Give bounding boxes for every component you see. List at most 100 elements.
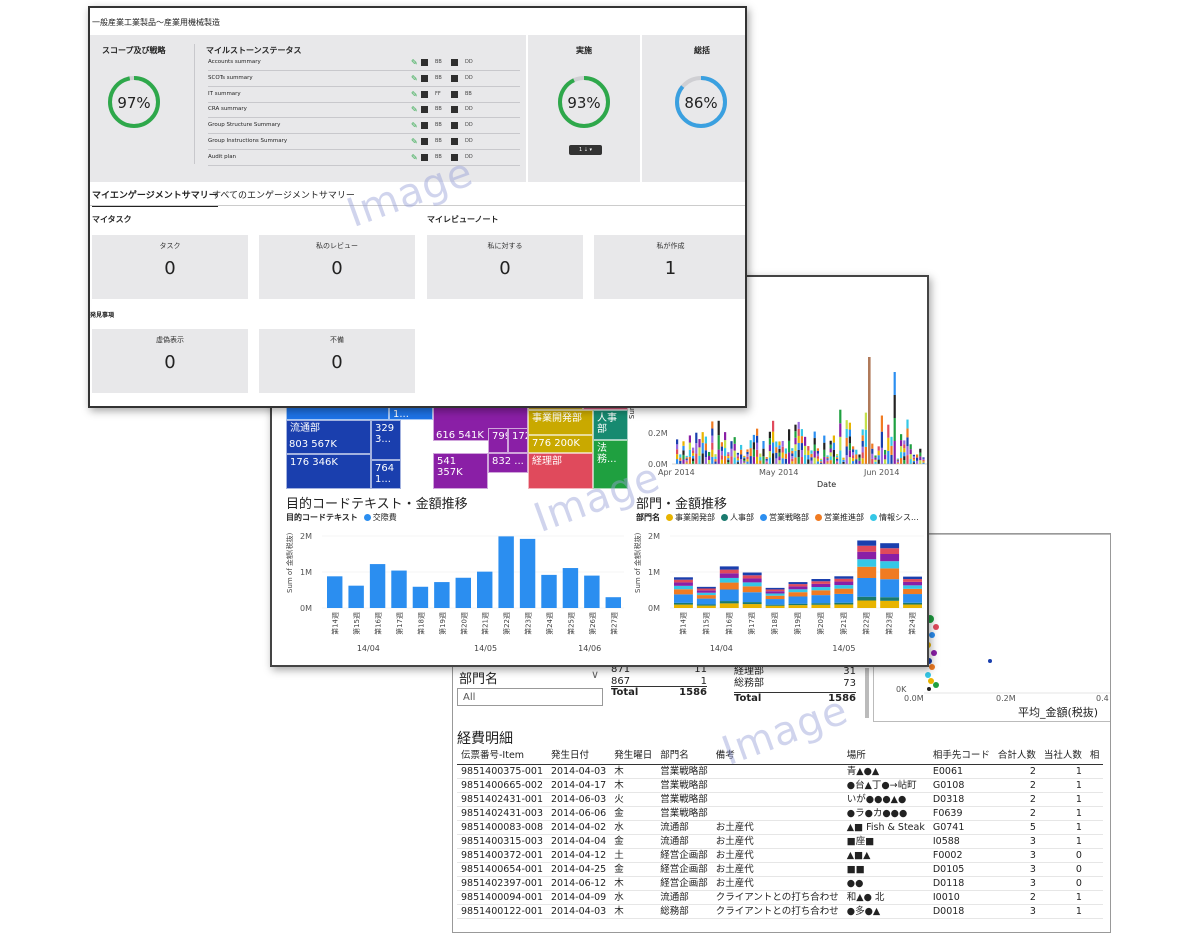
dept-bar-segment[interactable] — [811, 590, 831, 596]
dept-bar-segment[interactable] — [788, 586, 808, 590]
milestone-row[interactable]: SCOTs summary ✎ BB DD — [208, 71, 520, 87]
milestone-row[interactable]: CRA summary ✎ BB DD — [208, 102, 520, 119]
dept-bar-segment[interactable] — [719, 577, 739, 583]
dept-bar-segment[interactable] — [674, 604, 693, 608]
dept-bar-segment[interactable] — [903, 602, 922, 605]
treemap-cell[interactable]: 法務... — [593, 440, 628, 489]
column-header[interactable]: 備考 — [711, 744, 843, 765]
dept-bar-segment[interactable] — [788, 584, 808, 587]
treemap-cell[interactable]: 流通部 — [286, 420, 371, 454]
dept-bar-segment[interactable] — [880, 561, 900, 569]
dept-bar-segment[interactable] — [696, 604, 716, 606]
dept-bar-segment[interactable] — [696, 605, 716, 608]
dept-bar-segment[interactable] — [880, 600, 900, 608]
treemap-cell[interactable]: 803 567K — [286, 437, 371, 454]
dept-bar-segment[interactable] — [880, 554, 900, 562]
purpose-bar[interactable] — [369, 564, 386, 608]
pin-icon[interactable]: ✎ — [411, 105, 418, 115]
table-row[interactable]: 9851400665-002 2014-04-17 木営業戦略部 ●台▲丁●→岾町 G0… — [457, 778, 1104, 793]
dept-bar-segment[interactable] — [857, 566, 877, 578]
misstatement-card[interactable]: 虚偽表示 0 — [92, 329, 248, 393]
dept-bar-segment[interactable] — [742, 586, 762, 593]
treemap-cell[interactable]: 172... — [508, 428, 528, 453]
dept-bar-segment[interactable] — [857, 596, 877, 601]
tab-all-engagement[interactable]: すべてのエンゲージメントサマリー — [212, 191, 355, 201]
purpose-bar[interactable] — [455, 577, 471, 608]
column-header[interactable]: 当社人数 — [1039, 744, 1086, 765]
treemap-cell[interactable]: 832 ... — [488, 453, 528, 473]
dept-bar-segment[interactable] — [834, 604, 854, 608]
legend-item[interactable]: 情報シス... — [870, 512, 919, 523]
milestone-row[interactable]: Group Structure Summary ✎ BB DD — [208, 118, 520, 135]
dept-bar-segment[interactable] — [765, 587, 785, 590]
purpose-bar[interactable] — [498, 536, 514, 608]
dept-bar-segment[interactable] — [834, 581, 854, 586]
notes-created-card[interactable]: 私が作成 1 — [594, 235, 745, 299]
table-row[interactable]: 9851400654-001 2014-04-25 金経営企画部 お土産代 ■■ D010… — [457, 862, 1104, 877]
purpose-bar[interactable] — [412, 586, 429, 608]
table-row[interactable]: 9851400094-001 2014-04-09 水流通部 クライアントとの打ち合わ… — [457, 890, 1104, 905]
table-row[interactable]: 9851400375-001 2014-04-03 木営業戦略部 青▲●▲ E0061 2… — [457, 764, 1104, 779]
purpose-bar[interactable] — [541, 574, 557, 608]
treemap-cell[interactable]: 経理部 — [528, 453, 593, 489]
deficiency-card[interactable]: 不備 0 — [259, 329, 415, 393]
purpose-bar[interactable] — [348, 585, 364, 608]
dept-bar-segment[interactable] — [696, 592, 716, 596]
table-row[interactable]: 9851400122-001 2014-04-03 木総務部 クライアントとの打ち合わ… — [457, 904, 1104, 919]
dept-bar-segment[interactable] — [696, 588, 716, 591]
purpose-bar[interactable] — [584, 575, 600, 608]
treemap-cell[interactable]: 616 541K — [433, 428, 488, 453]
dept-bar-segment[interactable] — [788, 592, 808, 597]
dept-bar-segment[interactable] — [696, 590, 716, 593]
dept-bar-segment[interactable] — [765, 595, 785, 600]
dept-bar-segment[interactable] — [880, 579, 900, 598]
dept-bar-segment[interactable] — [719, 589, 739, 602]
department-slicer[interactable]: All — [457, 688, 603, 706]
dept-bar-segment[interactable] — [674, 582, 693, 586]
treemap-cell[interactable]: 事業開発部 — [528, 410, 593, 435]
notes-to-me-card[interactable]: 私に対する 0 — [427, 235, 583, 299]
purpose-bar[interactable] — [477, 571, 493, 608]
dept-bar-segment[interactable] — [903, 594, 922, 603]
dept-bar-segment[interactable] — [696, 595, 716, 599]
column-header[interactable]: 合計人数 — [993, 744, 1040, 765]
dept-bar-segment[interactable] — [765, 599, 785, 605]
dept-bar-segment[interactable] — [880, 548, 900, 554]
dept-bar-segment[interactable] — [857, 551, 877, 560]
dept-bar-segment[interactable] — [880, 568, 900, 580]
treemap-cell[interactable]: 799... — [488, 428, 508, 453]
dept-bar-segment[interactable] — [811, 579, 831, 582]
table-row[interactable]: 9851400315-003 2014-04-04 金流通部 お土産代 ■座■ I0588… — [457, 834, 1104, 849]
dept-bar-segment[interactable] — [765, 604, 785, 606]
dept-bar-segment[interactable] — [674, 589, 693, 595]
table-row[interactable]: 9851402431-001 2014-06-03 火営業戦略部 いが●●●▲● D03… — [457, 792, 1104, 807]
pin-icon[interactable]: ✎ — [411, 121, 418, 131]
dept-bar-segment[interactable] — [903, 604, 922, 608]
dept-bar-segment[interactable] — [765, 591, 785, 594]
tab-my-engagement[interactable]: マイエンゲージメントサマリー — [92, 188, 218, 207]
column-header[interactable]: 伝票番号-Item — [457, 744, 548, 765]
dept-bar-segment[interactable] — [742, 572, 762, 576]
dept-bar-segment[interactable] — [742, 604, 762, 608]
dept-bar-segment[interactable] — [742, 592, 762, 603]
table-row[interactable]: 9851402397-001 2014-06-12 木経営企画部 お土産代 ●● D011… — [457, 876, 1104, 891]
dept-bar-segment[interactable] — [788, 596, 808, 604]
dept-bar-segment[interactable] — [674, 594, 693, 603]
dept-bar-segment[interactable] — [742, 575, 762, 579]
chevron-down-icon[interactable]: ∨ — [591, 668, 600, 681]
legend-item[interactable]: 交際費 — [363, 512, 397, 523]
dept-bar-segment[interactable] — [811, 604, 831, 608]
dept-bar-segment[interactable] — [742, 602, 762, 605]
dept-bar-segment[interactable] — [788, 605, 808, 608]
purpose-bar[interactable] — [519, 538, 536, 608]
dept-bar-segment[interactable] — [719, 569, 739, 574]
table-row[interactable]: 9851400083-008 2014-04-02 水流通部 お土産代 ▲■ Fish … — [457, 820, 1104, 835]
column-header[interactable]: 相手先コード — [928, 744, 994, 765]
dept-bar-segment[interactable] — [903, 581, 922, 586]
pin-icon[interactable]: ✎ — [411, 152, 418, 162]
dept-bar-segment[interactable] — [834, 578, 854, 582]
dept-bar-segment[interactable] — [834, 576, 854, 579]
dept-bar-segment[interactable] — [857, 600, 877, 608]
treemap-cell[interactable]: 176 346K — [286, 454, 371, 489]
dept-bar-segment[interactable] — [857, 540, 877, 546]
